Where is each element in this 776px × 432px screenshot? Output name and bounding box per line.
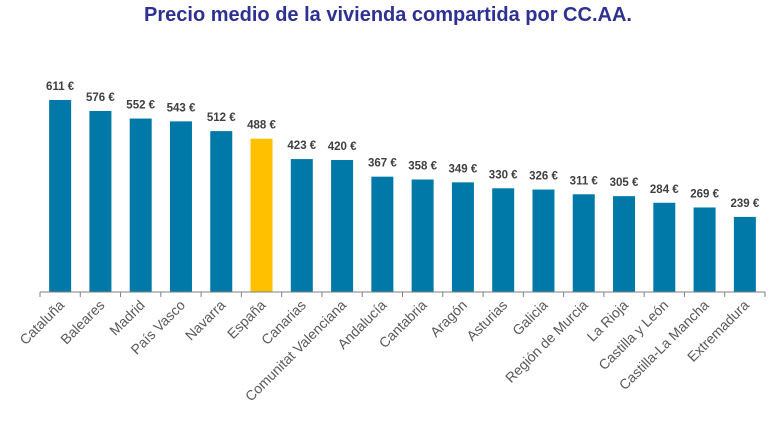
- bar-8: [371, 176, 394, 292]
- bar-15: [653, 202, 676, 292]
- bar-0: [49, 100, 72, 292]
- data-label-6: 423 €: [287, 140, 316, 152]
- bar-4: [210, 131, 233, 292]
- data-label-1: 576 €: [86, 92, 115, 104]
- bar-7: [331, 160, 354, 292]
- bar-17: [733, 216, 756, 292]
- category-label-15: Castilla y León: [595, 297, 671, 373]
- data-label-3: 543 €: [167, 102, 196, 114]
- bar-11: [492, 188, 515, 292]
- data-label-17: 239 €: [730, 198, 759, 210]
- chart-title: Precio medio de la vivienda compartida p…: [144, 4, 632, 26]
- data-label-2: 552 €: [126, 100, 155, 112]
- bar-10: [451, 182, 474, 292]
- data-label-11: 330 €: [489, 169, 518, 181]
- data-label-7: 420 €: [328, 141, 357, 153]
- category-label-11: Asturias: [463, 297, 510, 344]
- bar-3: [169, 121, 192, 292]
- data-label-14: 305 €: [610, 177, 639, 189]
- category-label-4: Navarra: [182, 297, 229, 344]
- data-label-5: 488 €: [247, 120, 276, 132]
- data-label-10: 349 €: [449, 163, 478, 175]
- data-label-4: 512 €: [207, 112, 236, 124]
- bar-5: [250, 138, 273, 292]
- bar-1: [89, 110, 112, 293]
- category-label-0: Cataluña: [16, 297, 67, 348]
- data-label-15: 284 €: [650, 184, 679, 196]
- category-label-1: Baleares: [57, 297, 107, 347]
- data-label-9: 358 €: [408, 161, 437, 173]
- bar-14: [613, 196, 636, 292]
- bar-12: [532, 189, 555, 292]
- bar-6: [290, 159, 313, 292]
- data-label-0: 611 €: [46, 81, 75, 93]
- bar-16: [693, 207, 716, 292]
- data-label-12: 326 €: [529, 171, 558, 183]
- data-label-13: 311 €: [570, 175, 599, 187]
- bar-13: [572, 194, 595, 292]
- bar-2: [129, 118, 152, 292]
- bar-9: [411, 179, 434, 292]
- data-label-16: 269 €: [690, 188, 719, 200]
- data-label-8: 367 €: [368, 158, 397, 170]
